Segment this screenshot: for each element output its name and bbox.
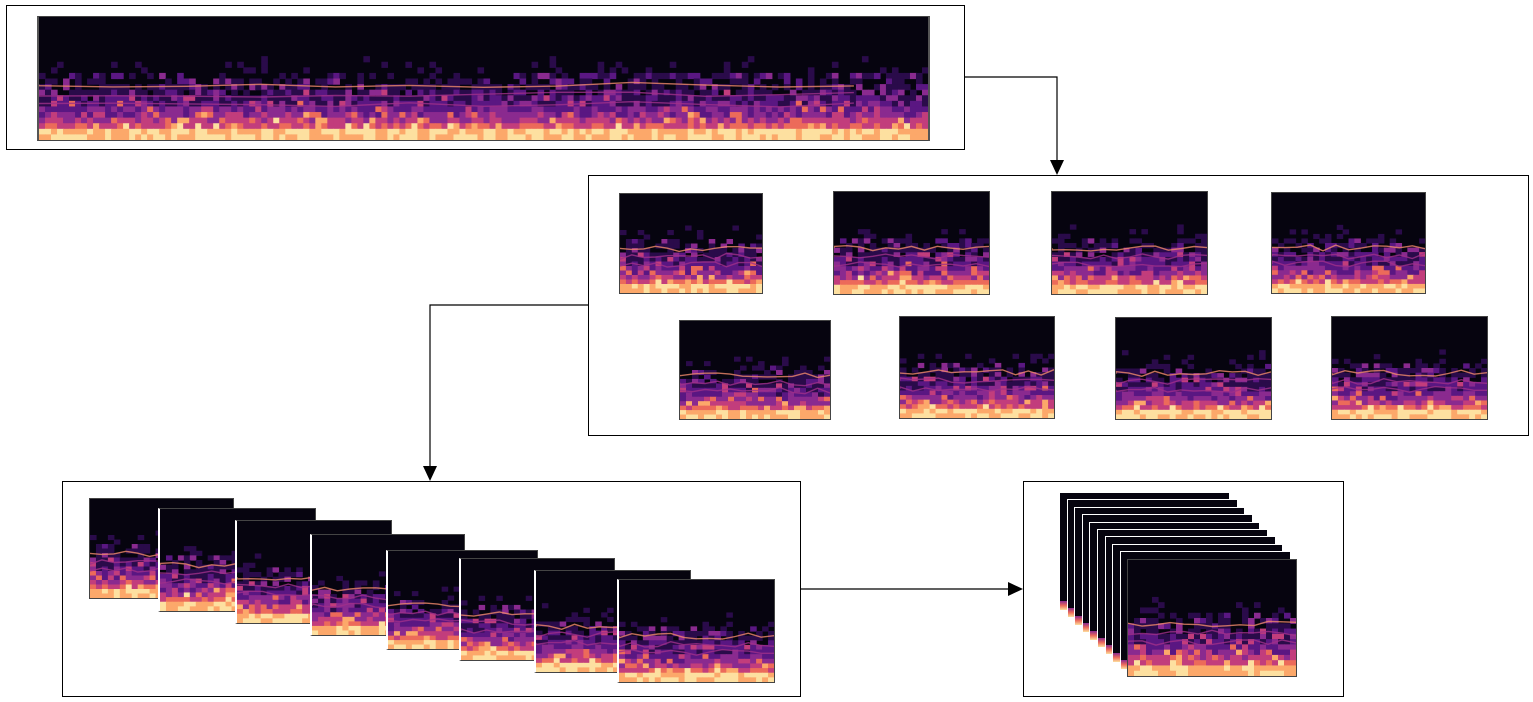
segment-spectrogram [833,191,990,295]
segment-spectrogram [1271,192,1426,294]
segment-spectrogram [619,193,763,294]
segment-spectrogram [1051,191,1208,295]
stacked-batch-panel [1023,481,1344,697]
arrow-full-to-segments [965,76,1064,175]
full-spectrogram-image [37,16,930,141]
arrow-sequence-to-batch [801,582,1023,596]
full-spectrogram-panel [6,5,965,150]
spectrogram-stack [1024,482,1343,696]
sequence-spectrogram [617,579,775,683]
segment-spectrogram [1115,317,1272,420]
arrow-segments-to-sequence [423,304,588,481]
segment-spectrogram [899,316,1055,419]
segment-spectrogram [1331,316,1488,420]
segmented-spectrograms-panel [588,175,1529,436]
overlapping-sequence-panel [62,481,801,697]
segment-spectrogram [679,320,831,420]
stacked-spectrogram-card [1127,558,1298,677]
